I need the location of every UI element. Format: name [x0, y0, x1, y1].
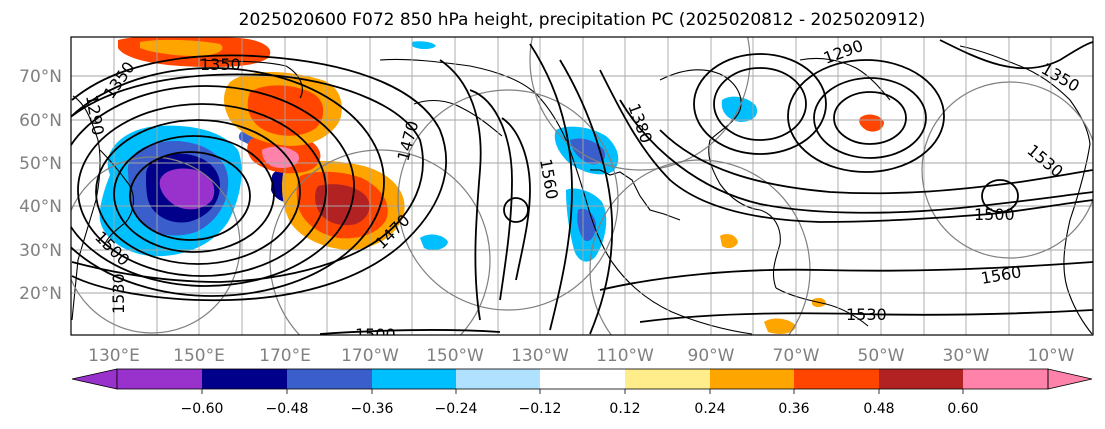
lon-tick-label: 130°W	[511, 346, 569, 366]
colorbar-swatch	[540, 369, 625, 389]
height-contours	[71, 39, 1093, 335]
coast-na-west	[379, 58, 753, 335]
contour-label: 1530	[109, 273, 128, 314]
lon-tick-label: 150°W	[426, 346, 484, 366]
colorbar-tick-label: −0.60	[181, 401, 224, 417]
lon-tick-label: 170°E	[259, 346, 311, 366]
map-frame	[70, 36, 1094, 336]
shade-pos-024-arctic	[140, 39, 223, 56]
lon-tick-label: 110°W	[596, 346, 654, 366]
shade-neg-060-pacific	[159, 168, 215, 210]
colorbar-under-arrow	[71, 368, 118, 390]
shade-pos-024-caribbean	[764, 318, 796, 334]
lon-tick-label: 70°W	[773, 346, 820, 366]
colorbar-swatch	[710, 369, 794, 389]
colorbar-swatch	[879, 369, 963, 389]
lon-tick-label: 10°W	[1028, 346, 1075, 366]
lon-tick-label: 50°W	[858, 346, 905, 366]
colorbar: −0.60 −0.48 −0.36 −0.24 −0.12 0.12 0.24 …	[71, 368, 1093, 417]
lon-axis: 130°E 150°E 170°E 170°W 150°W 130°W 110°…	[88, 346, 1075, 366]
coast-borders-na	[590, 169, 681, 221]
colorbar-swatch	[117, 369, 202, 389]
coast-europe-africa	[959, 45, 1093, 335]
colorbar-swatch	[794, 369, 879, 389]
lon-tick-label: 90°W	[688, 346, 735, 366]
lat-tick-label: 30°N	[19, 241, 62, 261]
lon-tick-label: 150°E	[173, 346, 225, 366]
colorbar-tick-label: 0.24	[694, 401, 725, 417]
figure-title: 2025020600 F072 850 hPa height, precipit…	[239, 10, 926, 30]
shade-neg-024-hudson	[721, 96, 758, 122]
shade-neg-024-central	[420, 234, 448, 250]
lon-tick-label: 130°E	[88, 346, 140, 366]
contour-label: 1500	[355, 325, 396, 344]
colorbar-swatch	[372, 369, 456, 389]
colorbar-tick-label: 0.12	[609, 401, 640, 417]
colorbar-swatch	[625, 369, 710, 389]
contour-label: 1350	[200, 55, 241, 74]
lat-tick-label: 70°N	[19, 67, 62, 87]
colorbar-swatch	[202, 369, 287, 389]
map-panel: 1350 1350 1290 1470 1530 1560 1500 1530 …	[70, 36, 1094, 344]
shade-neg-024-arctic	[412, 41, 436, 49]
shade-pos-036-bering	[247, 85, 324, 136]
coast-aleutians	[413, 99, 503, 137]
coast-chukotka	[199, 59, 303, 99]
colorbar-swatch	[287, 369, 372, 389]
shade-pos-036-atlantic	[859, 114, 884, 132]
lat-tick-label: 50°N	[19, 154, 62, 174]
colorbar-tick-label: 0.36	[778, 401, 809, 417]
lat-tick-label: 40°N	[19, 197, 62, 217]
contour-label: 1500	[974, 205, 1015, 224]
colorbar-swatch	[963, 369, 1048, 389]
shade-pos-024-gulf	[720, 234, 738, 249]
lon-tick-label: 170°W	[341, 346, 399, 366]
coast-japan	[99, 149, 135, 247]
lat-tick-label: 60°N	[19, 111, 62, 131]
shade-pos-048-pacific	[315, 184, 370, 226]
colorbar-ticks	[201, 389, 964, 394]
colorbar-frame	[116, 368, 1049, 390]
colorbar-tick-label: −0.24	[435, 401, 478, 417]
colorbar-over-arrow	[1047, 368, 1093, 390]
contour-label: 1530	[846, 305, 887, 324]
colorbar-tick-label: 0.48	[863, 401, 894, 417]
lat-tick-label: 20°N	[19, 284, 62, 304]
coast-central-america	[775, 287, 869, 327]
colorbar-tick-label: −0.12	[519, 401, 562, 417]
lon-tick-label: 30°W	[943, 346, 990, 366]
lat-axis: 70°N 60°N 50°N 40°N 30°N 20°N	[19, 67, 62, 304]
colorbar-tick-label: 0.60	[947, 401, 978, 417]
shade-neg-036-pnw	[570, 138, 606, 165]
colorbar-tick-label: −0.48	[266, 401, 309, 417]
colorbar-tick-label: −0.36	[351, 401, 394, 417]
colorbar-swatch	[456, 369, 540, 389]
